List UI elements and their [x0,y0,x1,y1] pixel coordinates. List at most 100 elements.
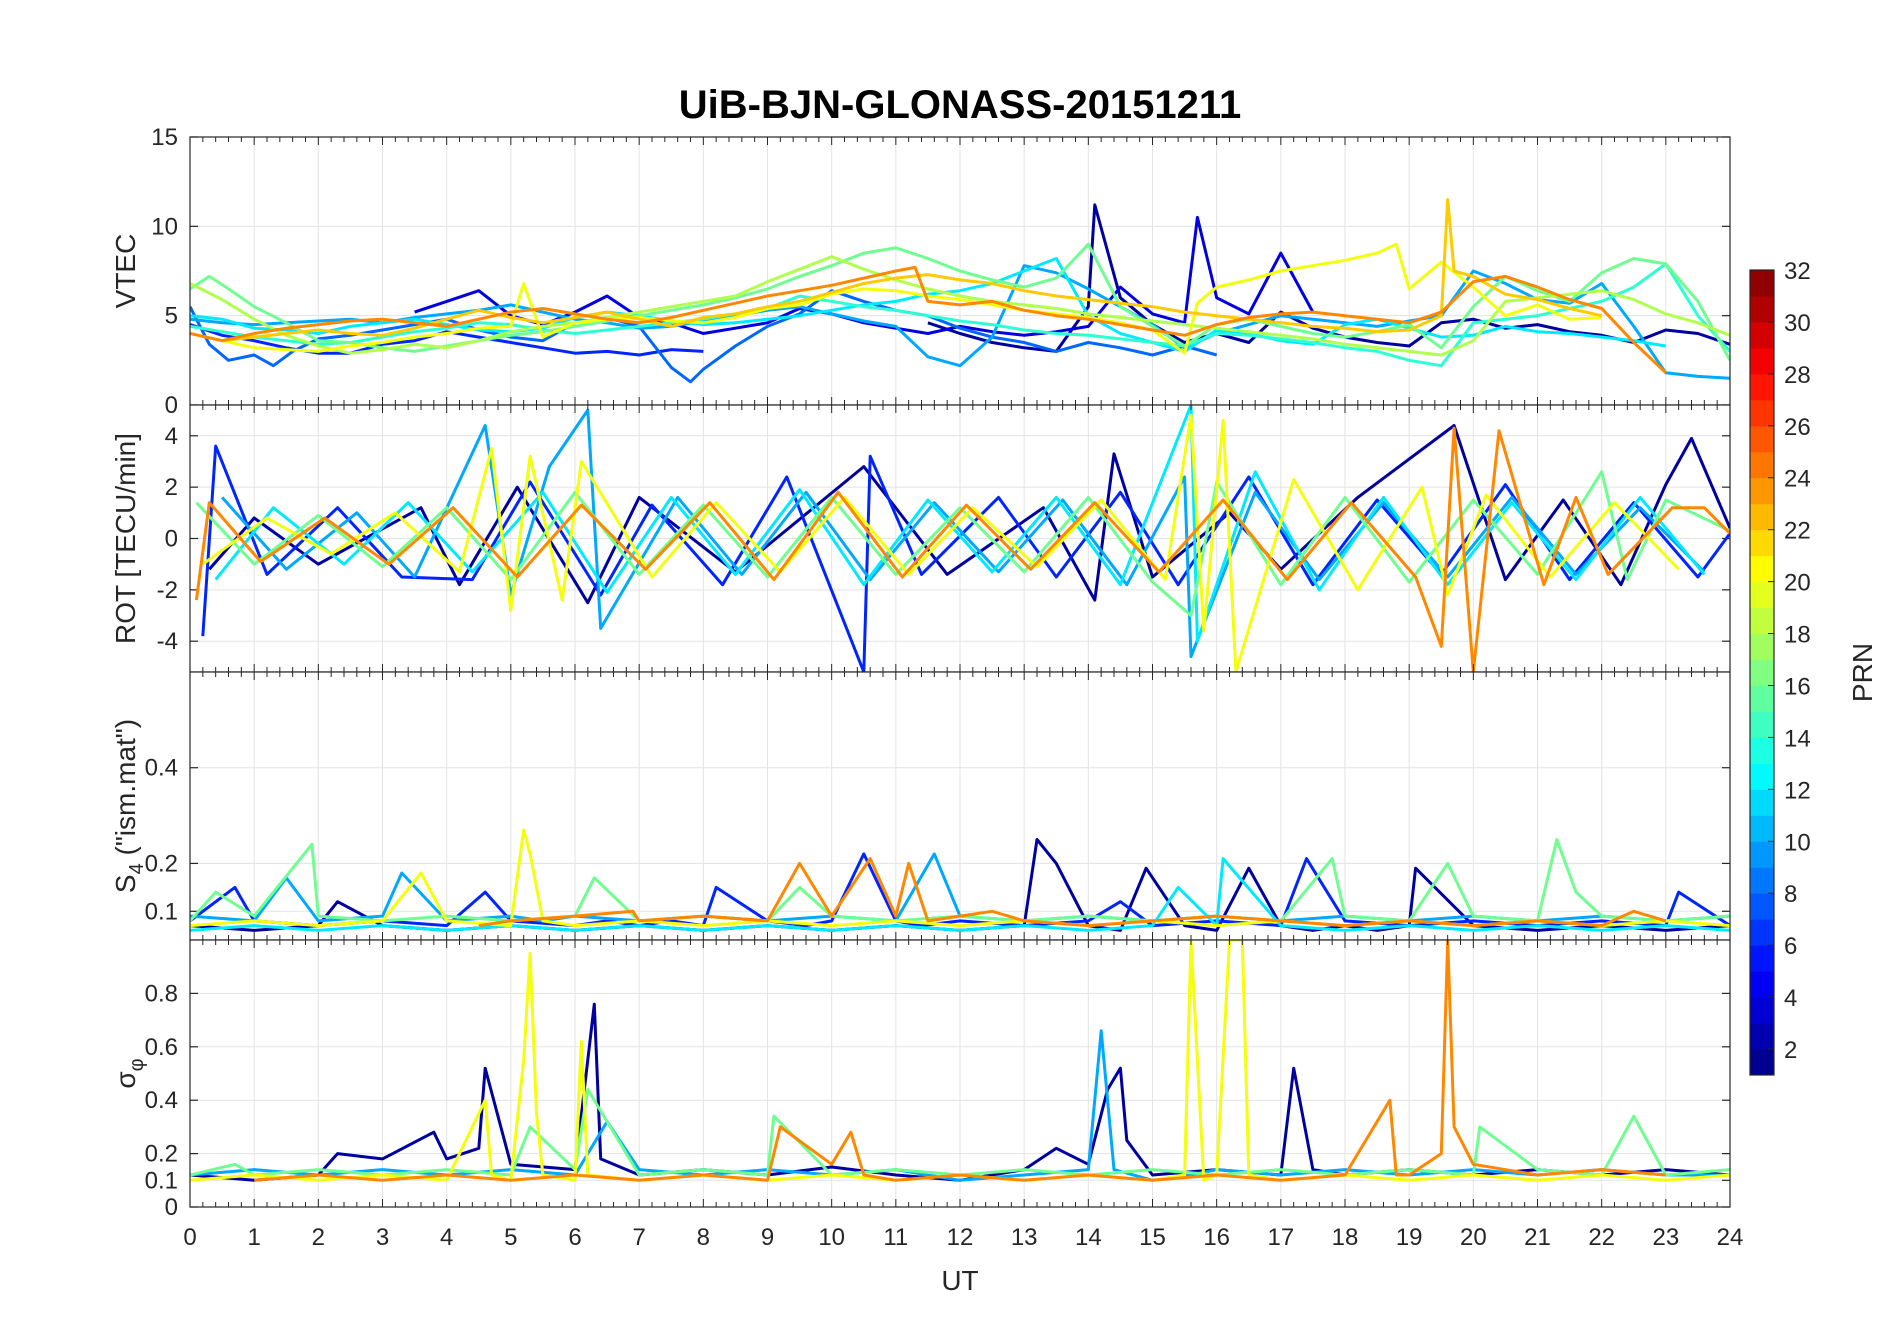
colorbar-segment [1750,581,1774,609]
y-tick-label: 0.4 [145,755,178,782]
colorbar-segment [1750,633,1774,661]
y-tick-label: 4 [165,423,178,450]
panel-s4: 0.1 0.2 0.4S4 ("ism.mat") [110,671,1731,941]
series-line-sigma-prn-16 [190,1088,1730,1177]
y-tick-label: 5 [165,303,178,330]
colorbar-tick-label: 20 [1784,570,1811,597]
colorbar-segment [1750,503,1774,531]
x-axis-label: UT [941,1265,978,1296]
y-tick-label: 15 [151,124,178,151]
y-tick-label: 0.2 [145,1141,178,1168]
series-line-vtec-prn-20 [190,242,1602,355]
y-tick-label: -2 [157,577,178,604]
y-tick-label: 0.4 [145,1087,178,1114]
x-tick-label: 17 [1267,1224,1294,1251]
colorbar-tick-label: 22 [1784,518,1811,545]
x-tick-label: 13 [1011,1224,1038,1251]
series-group-sigma [190,940,1730,1182]
x-tick-label: 15 [1139,1224,1166,1251]
colorbar-segment [1750,373,1774,401]
series-line-vtec-prn-8 [190,289,1218,384]
colorbar-tick-label: 8 [1784,881,1797,908]
colorbar-segment [1750,295,1774,323]
series-line-rot-prn-16 [195,470,1730,617]
colorbar-segment [1750,347,1774,375]
colorbar-frame [1749,269,1775,1076]
series-line-sigma-prn-10 [190,1029,1730,1182]
x-tick-label: 12 [947,1224,974,1251]
y-axis-label-vtec: VTEC [110,234,141,309]
y-axis-label-rot: ROT [TECU/min] [110,433,141,644]
colorbar-segment [1750,321,1774,349]
series-group-vtec [190,198,1730,384]
chart-title: UiB-BJN-GLONASS-20151211 [679,83,1241,127]
y-tick-label: 0.6 [145,1034,178,1061]
colorbar-segment [1750,555,1774,583]
colorbar-tick-label: 14 [1784,725,1811,752]
colorbar-tick-label: 18 [1784,622,1811,649]
colorbar-segment [1750,477,1774,505]
y-axis-label-sigma: σφ [110,1058,148,1088]
colorbar-segment [1750,1023,1774,1050]
x-axis: 0 1 2 3 4 5 6 7 8 9 10 11 12 13 14 15 16 17 18 19 20 21 22 23 24 [183,1224,1743,1251]
x-tick-label: 18 [1332,1224,1359,1251]
x-tick-label: 16 [1203,1224,1230,1251]
colorbar-segment [1750,841,1774,868]
x-tick-label: 8 [697,1224,710,1251]
colorbar-segment [1750,971,1774,998]
x-tick-label: 11 [883,1224,908,1251]
series-line-vtec-prn-14 [190,262,1730,368]
colorbar-label: PRN [1847,643,1878,702]
x-tick-label: 0 [183,1224,196,1251]
y-tick-label: 0 [165,392,178,419]
y-tick-label: 0 [165,1194,178,1221]
series-group-s4 [190,828,1730,932]
series-line-rot-prn-12 [214,405,1706,643]
series-line-vtec-prn-6 [190,323,704,357]
series-line-vtec-prn-2 [927,203,1730,353]
x-tick-label: 10 [818,1224,845,1251]
series-line-rot-prn-10 [220,408,1706,659]
colorbar-tick-label: 28 [1784,362,1811,389]
colorbar-tick-label: 4 [1784,985,1797,1012]
series-line-s4-prn-12 [190,857,1730,932]
x-tick-label: 9 [761,1224,774,1251]
colorbar-segment [1750,893,1774,920]
x-tick-label: 20 [1460,1224,1487,1251]
y-tick-label: 0.8 [145,980,178,1007]
panel-sigma-frame [189,939,1731,1208]
panel-sigma: 00.10.2 0.4 0.6 0.8 σφ [110,939,1731,1221]
series-line-vtec-prn-24 [190,265,1667,374]
x-tick-label: 6 [568,1224,581,1251]
x-tick-label: 5 [504,1224,517,1251]
y-tick-label: -4 [157,628,178,655]
colorbar-segment [1750,789,1774,816]
series-line-vtec-prn-10 [190,264,1730,380]
x-tick-label: 3 [376,1224,389,1251]
colorbar-segment [1750,529,1774,557]
colorbar-segment [1750,685,1774,712]
colorbar-tick-label: 16 [1784,673,1811,700]
colorbar-segment [1750,867,1774,894]
y-tick-label: 0.2 [145,850,178,877]
y-axis-label-s4: S4 ("ism.mat") [110,719,148,893]
colorbar-tick-label: 12 [1784,777,1811,804]
x-tick-label: 24 [1717,1224,1744,1251]
series-line-rot-prn-2 [208,424,1730,605]
x-tick-label: 22 [1588,1224,1615,1251]
y-tick-label: 10 [151,213,178,240]
colorbar-tick-label: 2 [1784,1037,1797,1064]
x-tick-label: 1 [247,1224,260,1251]
x-tick-label: 21 [1524,1224,1551,1251]
colorbar-segment [1750,945,1774,972]
colorbar-tick-label: 24 [1784,466,1811,493]
x-tick-label: 7 [632,1224,645,1251]
series-line-vtec-prn-22 [221,198,1603,343]
colorbar-segment [1750,997,1774,1024]
series-line-vtec-prn-16 [190,242,1730,362]
colorbar-segment [1750,815,1774,842]
x-tick-label: 4 [440,1224,453,1251]
colorbar-segment [1750,607,1774,635]
